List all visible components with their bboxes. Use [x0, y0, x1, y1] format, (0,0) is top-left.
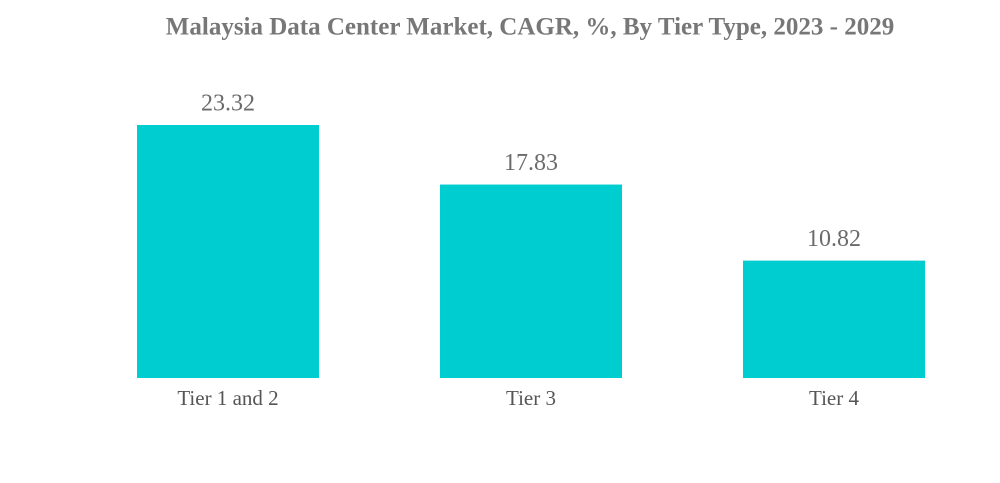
bar: [137, 125, 319, 378]
bar: [743, 260, 925, 378]
value-label: 10.82: [807, 226, 861, 252]
value-label: 17.83: [504, 150, 558, 176]
x-tick-label: Tier 4: [809, 386, 859, 410]
x-tick-label: Tier 1 and 2: [177, 386, 278, 410]
x-tick-label: Tier 3: [506, 386, 556, 410]
bar: [440, 184, 622, 378]
value-label: 23.32: [201, 91, 255, 117]
chart-title: Malaysia Data Center Market, CAGR, %, By…: [166, 14, 894, 41]
